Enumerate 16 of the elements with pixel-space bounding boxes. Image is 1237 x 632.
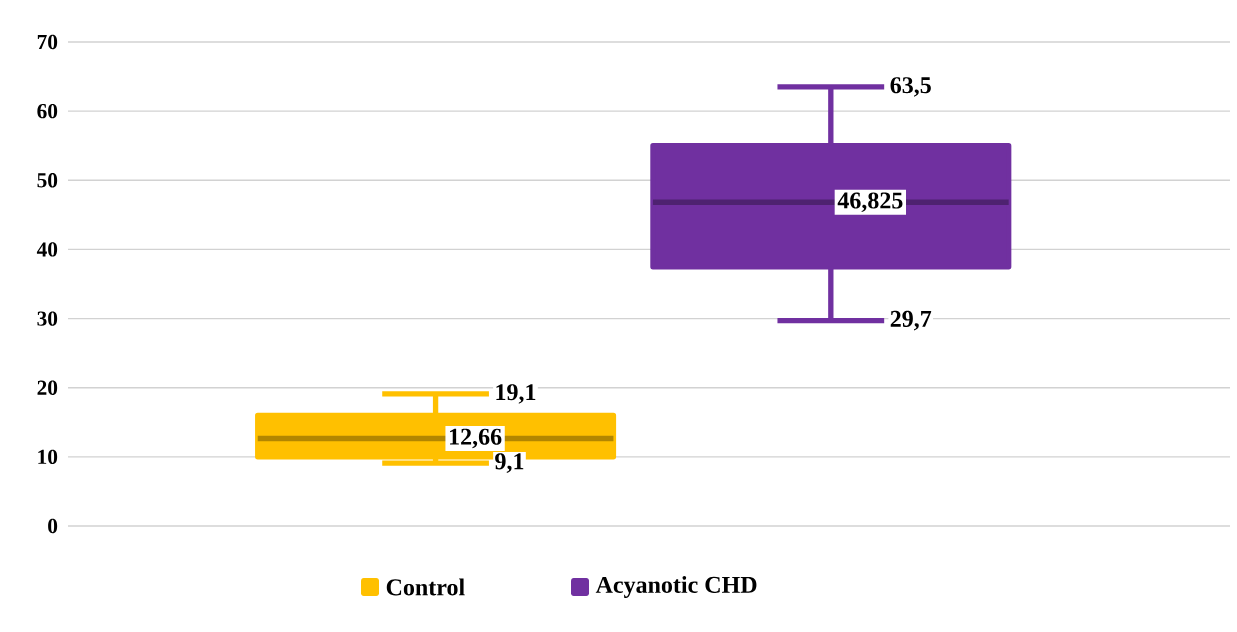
y-tick-label: 20 — [37, 380, 58, 395]
y-tick-label: 60 — [37, 103, 58, 119]
y-tick-label: 10 — [38, 449, 58, 465]
y-tick-label: 50 — [37, 173, 58, 188]
annotation: 46,825 — [837, 192, 903, 213]
annotation: 12,66 — [450, 428, 502, 449]
y-tick-label: 30 — [37, 311, 58, 326]
annotation: 19,1 — [496, 384, 536, 404]
annotation: 9,1 — [495, 453, 524, 473]
y-tick-label: 70 — [37, 34, 58, 50]
y-tick-label: 40 — [36, 242, 58, 257]
y-tick-label: 0 — [48, 518, 58, 534]
legend-label: Acyanotic CHD — [595, 576, 757, 598]
annotation: 29,7 — [890, 310, 932, 331]
legend-label: Control — [386, 578, 465, 596]
annotation: 63,5 — [890, 77, 931, 97]
